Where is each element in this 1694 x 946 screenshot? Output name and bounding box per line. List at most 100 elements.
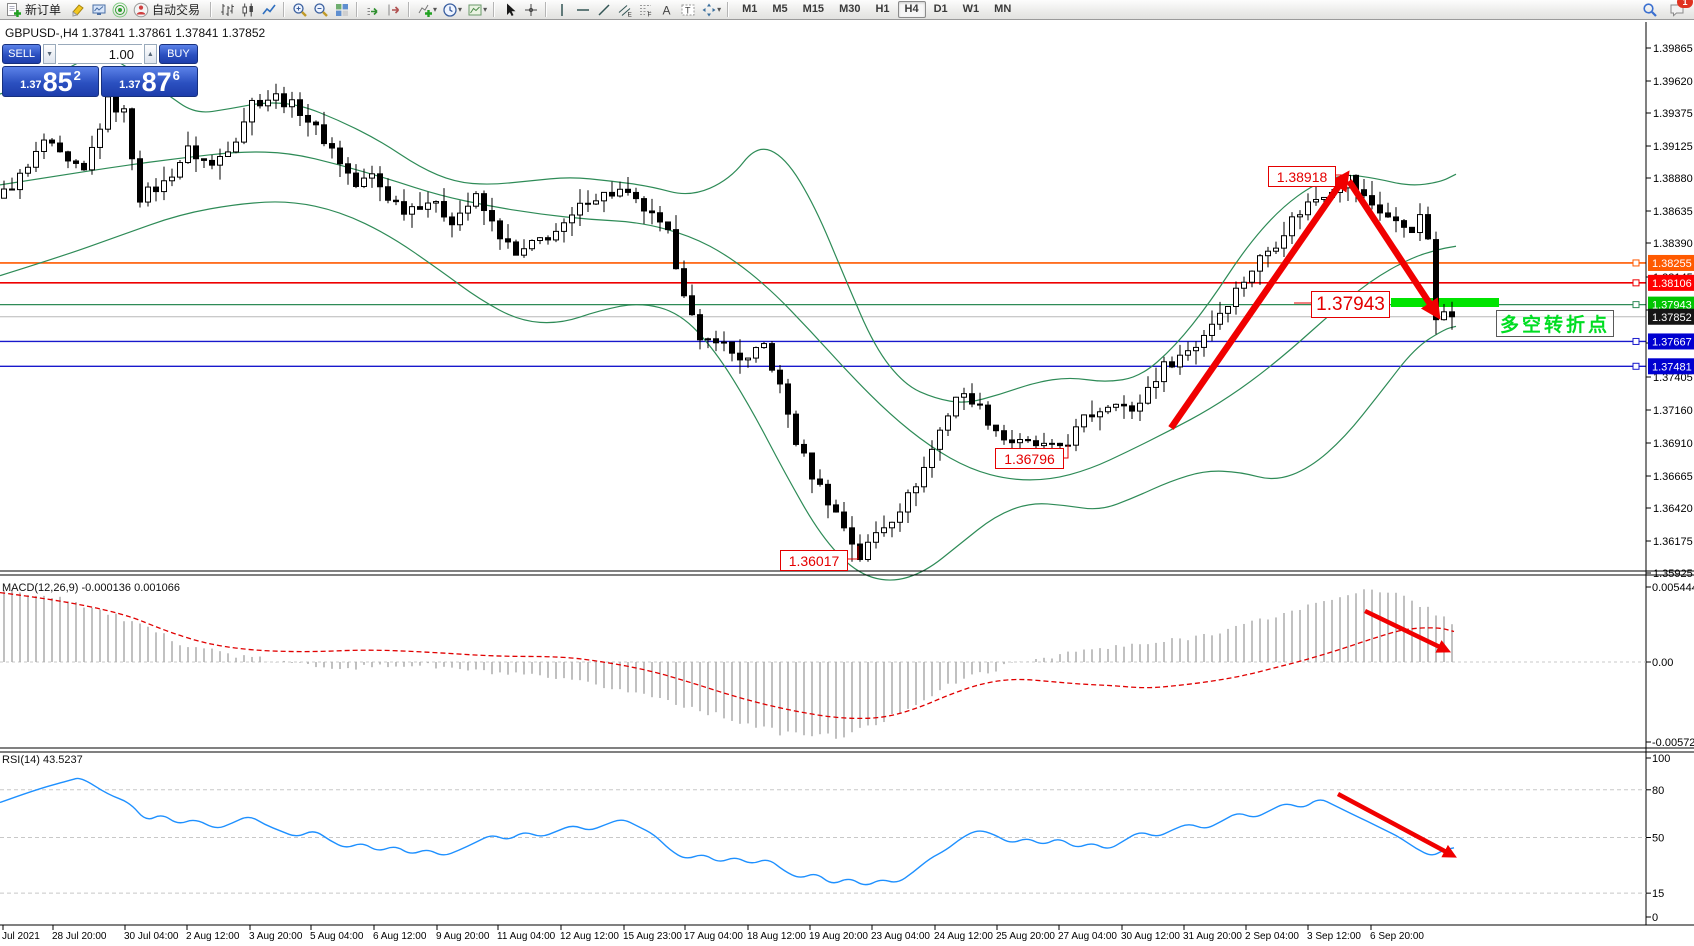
crosshair-icon[interactable] <box>520 1 541 18</box>
bollinger-bands <box>0 54 1457 581</box>
time-tick: 6 Sep 20:00 <box>1370 931 1424 942</box>
svg-text:T: T <box>685 5 691 15</box>
shapes-icon[interactable] <box>698 1 719 18</box>
price-annotation-1.36796[interactable]: 1.36796 <box>995 448 1064 469</box>
buy-price[interactable]: 1.37 87 6 <box>101 66 198 97</box>
rsi-scale-tick: 50 <box>1652 833 1664 845</box>
equidistant-channel-icon[interactable]: E <box>614 1 635 18</box>
search-icon[interactable] <box>1639 1 1660 18</box>
time-tick: 12 Aug 12:00 <box>560 931 619 942</box>
rsi-line <box>0 777 1455 886</box>
text-label-icon[interactable]: T <box>677 1 698 18</box>
zoom-out-icon[interactable] <box>310 1 331 18</box>
timeframe-H1[interactable]: H1 <box>875 3 890 15</box>
line-chart-icon[interactable] <box>258 1 279 18</box>
toolbar-separator <box>408 2 411 17</box>
periods-clock-icon[interactable] <box>439 1 460 18</box>
time-tick: 11 Aug 04:00 <box>497 931 556 942</box>
sell-price[interactable]: 1.37 85 2 <box>2 66 99 97</box>
fibonacci-icon[interactable]: F <box>635 1 656 18</box>
zoom-in-icon[interactable] <box>289 1 310 18</box>
timeframe-W1[interactable]: W1 <box>962 3 980 15</box>
autotrade-label[interactable]: 自动交易 <box>152 3 201 17</box>
level-handle[interactable] <box>1632 259 1640 267</box>
indicators-add-icon[interactable] <box>414 1 435 18</box>
time-tick: 2 Aug 12:00 <box>186 931 240 942</box>
indicators-caret-icon[interactable]: ▾ <box>433 5 438 14</box>
trendline-icon[interactable] <box>593 1 614 18</box>
toolbar: 新订单 自动交易 <box>0 0 1694 20</box>
template-caret-icon[interactable]: ▾ <box>483 5 488 14</box>
price-tick: 1.39125 <box>1653 141 1693 153</box>
horizontal-level-lines[interactable] <box>0 259 1646 370</box>
horizontal-line-icon[interactable] <box>572 1 593 18</box>
level-handle[interactable] <box>1632 279 1640 287</box>
timeframe-M15[interactable]: M15 <box>802 3 825 15</box>
price-tick: 1.36910 <box>1653 438 1693 450</box>
chat-icon[interactable]: 1 <box>1666 0 1693 18</box>
chart-template-icon[interactable] <box>464 1 485 18</box>
price-tick: 1.39865 <box>1653 43 1693 55</box>
price-tick: 1.37405 <box>1653 372 1693 384</box>
time-tick: 24 Aug 12:00 <box>934 931 993 942</box>
auto-scroll-icon[interactable] <box>362 1 383 18</box>
time-tick: 17 Aug 04:00 <box>684 931 743 942</box>
time-tick: 31 Aug 20:00 <box>1183 931 1242 942</box>
level-handle[interactable] <box>1632 337 1640 345</box>
toolbar-separator <box>545 2 548 17</box>
periods-caret-icon[interactable]: ▾ <box>458 5 463 14</box>
toolbar-separator <box>283 2 286 17</box>
timeframe-M1[interactable]: M1 <box>742 3 758 15</box>
time-tick: 9 Aug 20:00 <box>436 931 490 942</box>
vertical-line-icon[interactable] <box>551 1 572 18</box>
price-annotation-1.37943[interactable]: 1.37943 <box>1311 291 1390 318</box>
text-icon[interactable]: A <box>656 1 677 18</box>
tile-windows-icon[interactable] <box>331 1 352 18</box>
bar-chart-icon[interactable] <box>216 1 237 18</box>
price-annotation-1.36017[interactable]: 1.36017 <box>780 550 848 571</box>
new-order-button[interactable] <box>3 1 24 18</box>
timeframe-MN[interactable]: MN <box>994 3 1012 15</box>
time-tick: 6 Aug 12:00 <box>373 931 427 942</box>
chart-window-icon[interactable] <box>88 1 109 18</box>
timeframe-M30[interactable]: M30 <box>839 3 861 15</box>
timeframe-M5[interactable]: M5 <box>772 3 788 15</box>
trend-down-arrow[interactable] <box>1346 179 1441 320</box>
time-tick: 5 Aug 04:00 <box>310 931 364 942</box>
new-order-label[interactable]: 新订单 <box>25 3 62 17</box>
price-tick: 1.36175 <box>1653 536 1693 548</box>
shapes-caret-icon[interactable]: ▾ <box>717 5 722 14</box>
turning-zone-bar[interactable] <box>1391 298 1499 307</box>
macd-label: MACD(12,26,9) -0.000136 0.001066 <box>2 582 180 594</box>
level-handle[interactable] <box>1632 362 1640 370</box>
buy-button[interactable]: BUY <box>158 44 198 64</box>
price-level-label <box>1648 333 1694 350</box>
cursor-icon[interactable] <box>499 1 520 18</box>
price-annotation-1.38918[interactable]: 1.38918 <box>1268 166 1336 187</box>
chart-shift-icon[interactable] <box>383 1 404 18</box>
turning-point-note[interactable]: 多空转折点 <box>1496 310 1614 337</box>
timeframe-D1[interactable]: D1 <box>933 3 948 15</box>
rsi-scale-tick: 15 <box>1652 888 1664 900</box>
macd-down-arrow[interactable] <box>1364 608 1452 653</box>
sell-button[interactable]: SELL <box>2 44 42 64</box>
level-handle[interactable] <box>1632 301 1640 309</box>
highlighter-icon[interactable] <box>67 1 88 18</box>
time-tick: 15 Aug 23:00 <box>623 931 682 942</box>
trend-up-arrow[interactable] <box>1168 170 1350 430</box>
rsi-down-arrow[interactable] <box>1336 792 1457 858</box>
price-axis[interactable]: 1.39865 1.39620 1.39375 1.39125 1.38880 1.386… <box>1646 43 1694 580</box>
price-level-label <box>1648 296 1694 313</box>
timeframe-H4[interactable]: H4 <box>897 1 926 18</box>
candlestick-chart-icon[interactable] <box>237 1 258 18</box>
signal-icon[interactable] <box>109 1 130 18</box>
autotrade-icon[interactable] <box>130 1 151 18</box>
time-axis[interactable]: Jul 2021 28 Jul 20:00 30 Jul 04:00 2 Aug 12… <box>2 925 1424 942</box>
volume-up-button[interactable]: ▲ <box>144 44 157 64</box>
volume-input[interactable] <box>58 44 142 64</box>
volume-down-button[interactable]: ▼ <box>43 44 56 64</box>
price-tick: 1.37160 <box>1653 405 1693 417</box>
